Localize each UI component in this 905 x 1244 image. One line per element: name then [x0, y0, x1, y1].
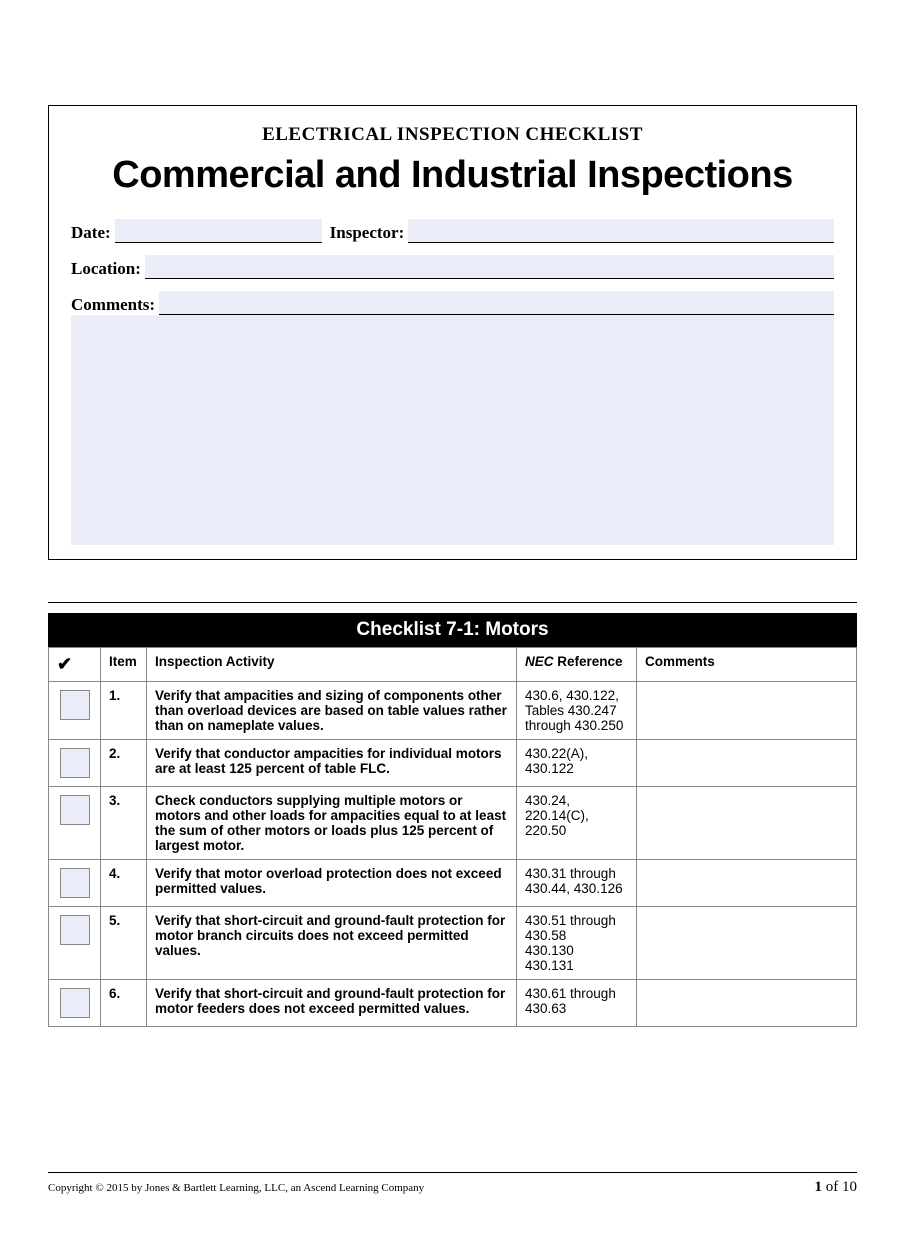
table-row: 5.Verify that short-circuit and ground-f…: [49, 907, 857, 980]
comments-line-input[interactable]: [159, 291, 834, 315]
row-location: Location:: [71, 255, 834, 279]
inspection-activity: Verify that motor overload protection do…: [147, 860, 517, 907]
table-row: 1.Verify that ampacities and sizing of c…: [49, 682, 857, 740]
nec-reference: 430.22(A), 430.122: [517, 740, 637, 787]
copyright-text: Copyright © 2015 by Jones & Bartlett Lea…: [48, 1182, 424, 1194]
table-row: 6.Verify that short-circuit and ground-f…: [49, 980, 857, 1027]
form-header-box: ELECTRICAL INSPECTION CHECKLIST Commerci…: [48, 105, 857, 560]
item-number: 2.: [101, 740, 147, 787]
check-cell: [49, 682, 101, 740]
nec-reference: 430.51 through 430.58 430.130 430.131: [517, 907, 637, 980]
page-indicator: 1 of 10: [815, 1179, 858, 1196]
checkbox[interactable]: [60, 795, 90, 825]
row-comments-cell[interactable]: [637, 907, 857, 980]
nec-reference: 430.24, 220.14(C), 220.50: [517, 787, 637, 860]
date-label: Date:: [71, 223, 115, 243]
item-number: 1.: [101, 682, 147, 740]
nec-reference: 430.6, 430.122, Tables 430.247 through 4…: [517, 682, 637, 740]
item-number: 5.: [101, 907, 147, 980]
check-cell: [49, 860, 101, 907]
comments-label: Comments:: [71, 295, 159, 315]
table-row: 4.Verify that motor overload protection …: [49, 860, 857, 907]
check-cell: [49, 907, 101, 980]
row-comments: Comments:: [71, 291, 834, 545]
nec-reference: 430.61 through 430.63: [517, 980, 637, 1027]
col-comments-header: Comments: [637, 648, 857, 682]
checkbox[interactable]: [60, 915, 90, 945]
item-number: 6.: [101, 980, 147, 1027]
inspector-label: Inspector:: [330, 223, 409, 243]
row-date-inspector: Date: Inspector:: [71, 219, 834, 243]
checkbox[interactable]: [60, 868, 90, 898]
check-cell: [49, 980, 101, 1027]
inspection-activity: Verify that short-circuit and ground-fau…: [147, 907, 517, 980]
page-total: 10: [842, 1179, 857, 1195]
row-comments-cell[interactable]: [637, 740, 857, 787]
checkbox[interactable]: [60, 748, 90, 778]
col-item-header: Item: [101, 648, 147, 682]
item-number: 3.: [101, 787, 147, 860]
inspection-activity: Verify that ampacities and sizing of com…: [147, 682, 517, 740]
col-check-header: ✔: [49, 648, 101, 682]
page-footer: Copyright © 2015 by Jones & Bartlett Lea…: [48, 1172, 857, 1196]
location-label: Location:: [71, 259, 145, 279]
inspection-activity: Verify that conductor ampacities for ind…: [147, 740, 517, 787]
table-row: 2.Verify that conductor ampacities for i…: [49, 740, 857, 787]
location-input[interactable]: [145, 255, 834, 279]
row-comments-cell[interactable]: [637, 980, 857, 1027]
inspection-activity: Verify that short-circuit and ground-fau…: [147, 980, 517, 1027]
checklist-table: ✔ Item Inspection Activity NEC Reference…: [48, 647, 857, 1027]
inspector-input[interactable]: [408, 219, 834, 243]
row-comments-cell[interactable]: [637, 860, 857, 907]
check-cell: [49, 740, 101, 787]
checkbox[interactable]: [60, 988, 90, 1018]
col-activity-header: Inspection Activity: [147, 648, 517, 682]
inspection-activity: Check conductors supplying multiple moto…: [147, 787, 517, 860]
table-row: 3.Check conductors supplying multiple mo…: [49, 787, 857, 860]
date-input[interactable]: [115, 219, 322, 243]
row-comments-cell[interactable]: [637, 682, 857, 740]
comments-textarea[interactable]: [71, 315, 834, 545]
page-current: 1: [815, 1179, 823, 1195]
page-sep: of: [822, 1179, 842, 1195]
table-header-row: ✔ Item Inspection Activity NEC Reference…: [49, 648, 857, 682]
col-nec-header: NEC Reference: [517, 648, 637, 682]
page-title: Commercial and Industrial Inspections: [71, 154, 834, 197]
nec-reference: 430.31 through 430.44, 430.126: [517, 860, 637, 907]
checklist-title: Checklist 7-1: Motors: [48, 613, 857, 647]
check-cell: [49, 787, 101, 860]
item-number: 4.: [101, 860, 147, 907]
section-divider: [48, 602, 857, 603]
checkbox[interactable]: [60, 690, 90, 720]
row-comments-cell[interactable]: [637, 787, 857, 860]
overline: ELECTRICAL INSPECTION CHECKLIST: [71, 124, 834, 146]
